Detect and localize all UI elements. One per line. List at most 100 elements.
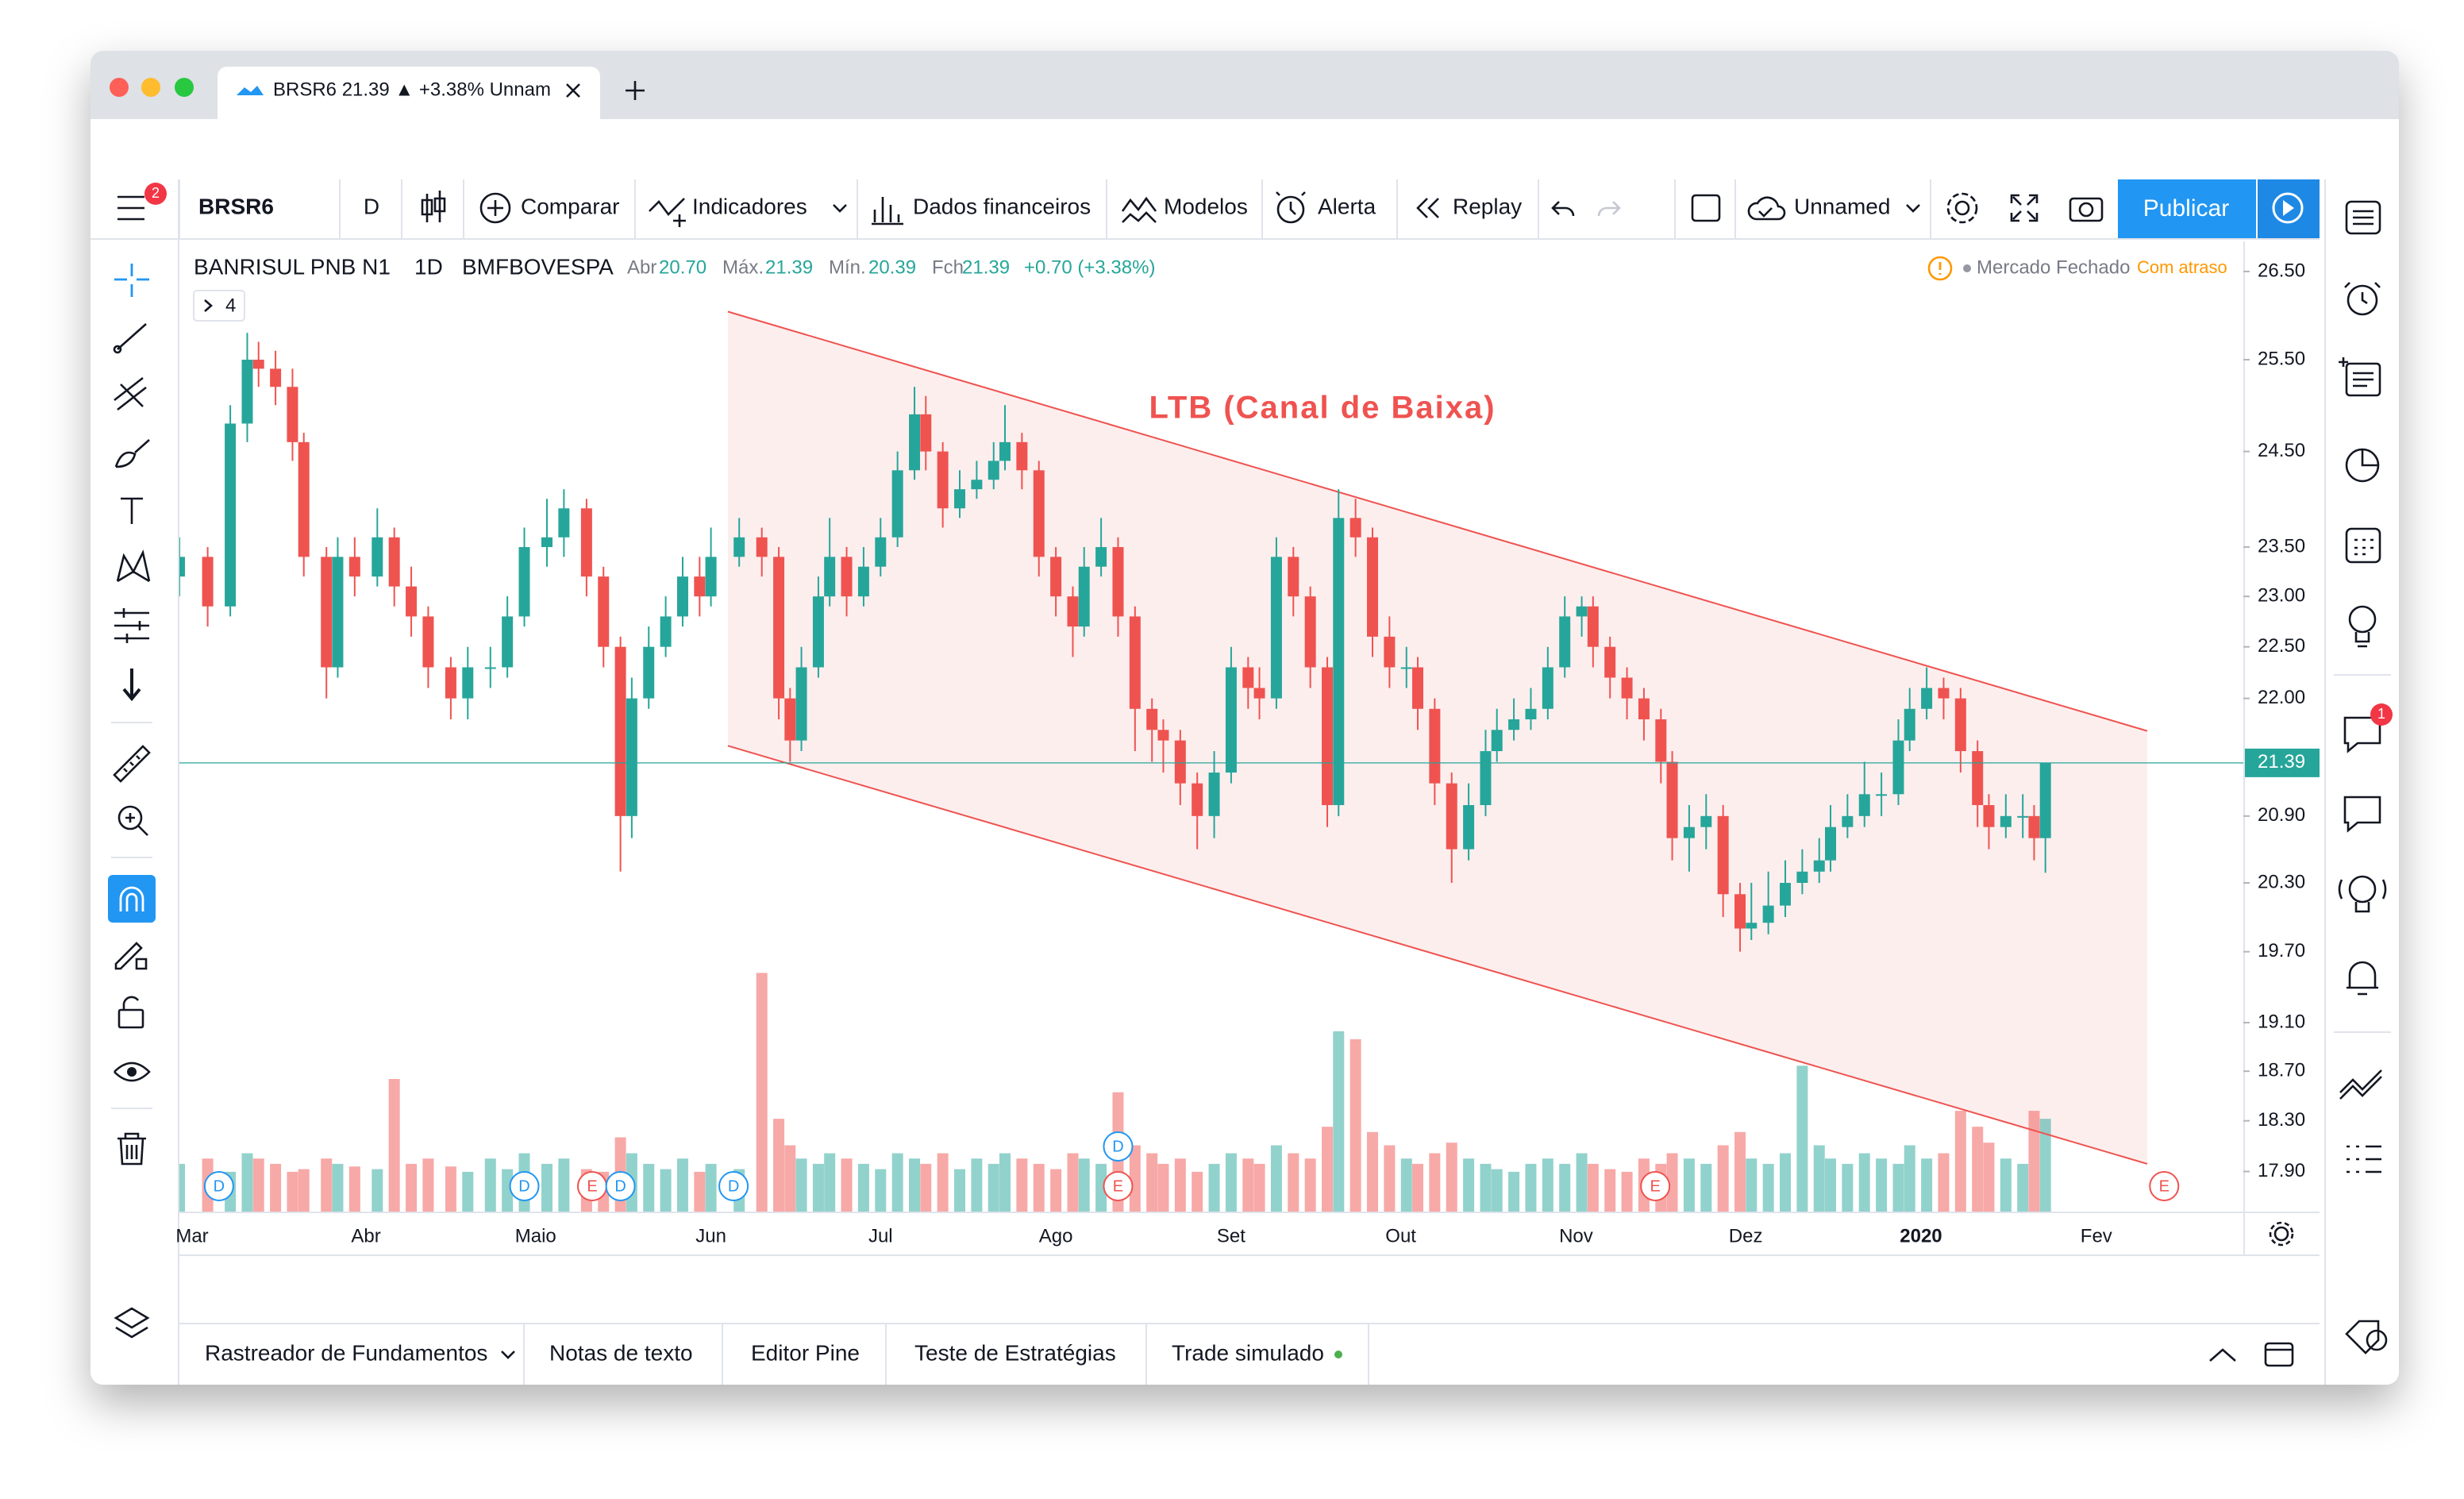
max-dot[interactable] (175, 78, 194, 97)
alert-icon[interactable] (1276, 195, 1305, 224)
toolbar-button[interactable]: Comparar (521, 194, 619, 218)
candle-body (988, 460, 999, 480)
compare-icon[interactable] (479, 192, 511, 224)
toolbar-button[interactable]: Alerta (1318, 194, 1376, 218)
candle-body (1384, 636, 1396, 668)
trendline-tool[interactable] (113, 323, 147, 354)
layout-icon[interactable] (1691, 194, 1721, 222)
candle-body (1016, 441, 1028, 471)
arrow-tool[interactable] (122, 669, 141, 702)
interval[interactable]: D (364, 194, 379, 218)
candle-body (891, 470, 903, 538)
menu-icon[interactable] (117, 195, 144, 221)
pattern-tool[interactable] (116, 549, 151, 583)
brush-tool[interactable] (114, 439, 150, 468)
news-icon[interactable] (2345, 362, 2381, 397)
calendar-icon[interactable] (2345, 527, 2381, 564)
last-price-label: 21.39 (2258, 751, 2305, 773)
tab-close[interactable] (566, 83, 580, 98)
volume-bar (1576, 1153, 1588, 1212)
volume-bar (1683, 1158, 1695, 1212)
notifications-icon[interactable] (2347, 961, 2378, 996)
volume-bar (1921, 1158, 1933, 1212)
volume-bar (1604, 1169, 1616, 1212)
publish-button[interactable] (2118, 179, 2256, 238)
status-warning[interactable] (1927, 256, 1953, 281)
event-label: E (2159, 1177, 2169, 1195)
zoom-tool[interactable] (117, 805, 143, 830)
ideas-icon[interactable] (2348, 605, 2377, 634)
volume-bar (643, 1163, 655, 1212)
chevron[interactable] (1906, 204, 1920, 213)
candle-body (937, 451, 949, 509)
layers-icon[interactable] (114, 1307, 150, 1339)
watchlist-icon[interactable] (2345, 200, 2381, 235)
candle-body (1253, 688, 1265, 699)
toolbar-button[interactable]: Replay (1453, 194, 1522, 218)
lock-tool[interactable] (117, 1008, 144, 1029)
chevron[interactable] (833, 204, 847, 213)
min-dot[interactable] (141, 78, 160, 97)
publish-label: Publicar (2143, 195, 2229, 222)
magnet-tool[interactable] (108, 875, 156, 923)
candle-body (348, 557, 360, 577)
bottom-tab[interactable]: Teste de Estratégias (914, 1340, 1116, 1365)
lock-drawing-tool[interactable] (114, 942, 148, 970)
symbol[interactable]: BRSR6 (198, 194, 274, 218)
axis-settings-icon[interactable] (2273, 1226, 2289, 1242)
candle-body (920, 414, 932, 452)
settings-icon[interactable] (1954, 200, 1970, 216)
legend-open-label: Abr (627, 256, 656, 278)
indicators-collapsed[interactable] (193, 290, 245, 322)
y-tick-label: 19.10 (2258, 1011, 2305, 1032)
templates-icon[interactable] (1121, 196, 1157, 223)
browser-tab[interactable] (218, 67, 600, 119)
toolbar-button[interactable]: Modelos (1164, 194, 1248, 218)
dom-icon[interactable] (2347, 1145, 2381, 1173)
bottom-tab[interactable]: Notas de texto (549, 1340, 693, 1365)
toolbar-button[interactable]: Indicadores (692, 194, 807, 218)
layout-name[interactable]: Unnamed (1794, 194, 1890, 218)
ruler-tool[interactable] (113, 745, 151, 783)
y-tick-label: 22.00 (2258, 687, 2305, 708)
new-tab[interactable] (626, 81, 645, 100)
trading-icon[interactable] (2339, 1069, 2382, 1100)
crosshair-tool[interactable] (114, 264, 149, 297)
toolbar-button[interactable]: Dados financeiros (913, 194, 1091, 218)
bottom-tab[interactable]: Editor Pine (751, 1340, 860, 1365)
maximize-panel[interactable] (2264, 1342, 2294, 1367)
replay-icon[interactable] (1416, 198, 1439, 218)
zoom-tool-plus (125, 813, 148, 836)
close-dot[interactable] (110, 78, 129, 97)
alerts-icon[interactable] (2347, 284, 2378, 316)
chart-type-icon[interactable] (421, 191, 446, 222)
visibility-tool[interactable] (114, 1062, 151, 1082)
messages-icon[interactable] (2343, 796, 2381, 833)
volume-bar (1446, 1143, 1457, 1212)
x-tick-label: Jun (695, 1225, 726, 1247)
undo[interactable] (1551, 201, 1575, 217)
expand-panel[interactable] (2209, 1348, 2236, 1362)
chevron[interactable] (501, 1351, 515, 1359)
volume-bar (660, 1169, 672, 1212)
bottom-tab[interactable]: Trade simulado (1172, 1340, 1324, 1365)
candle-body (694, 576, 706, 597)
save-icon[interactable] (1747, 196, 1786, 221)
volume-bar (1904, 1145, 1915, 1212)
snapshot-icon[interactable] (2069, 197, 2104, 222)
fib-tool[interactable] (114, 376, 147, 411)
financials-icon[interactable] (872, 197, 903, 225)
volume-bar (1192, 1171, 1203, 1212)
bottom-tab[interactable]: Rastreador de Fundamentos (205, 1340, 487, 1365)
fullscreen-icon[interactable] (2010, 194, 2039, 222)
candle-body (841, 557, 853, 597)
delete-tool[interactable] (117, 1132, 146, 1166)
volume-bar (372, 1169, 383, 1212)
candle-body (812, 596, 824, 668)
streams-icon[interactable] (2348, 875, 2377, 904)
prediction-tool[interactable] (114, 608, 149, 643)
text-tool[interactable] (121, 497, 143, 524)
candle-body (1734, 894, 1746, 929)
indicators-icon[interactable] (649, 198, 686, 227)
volume-bar (1972, 1127, 1984, 1212)
